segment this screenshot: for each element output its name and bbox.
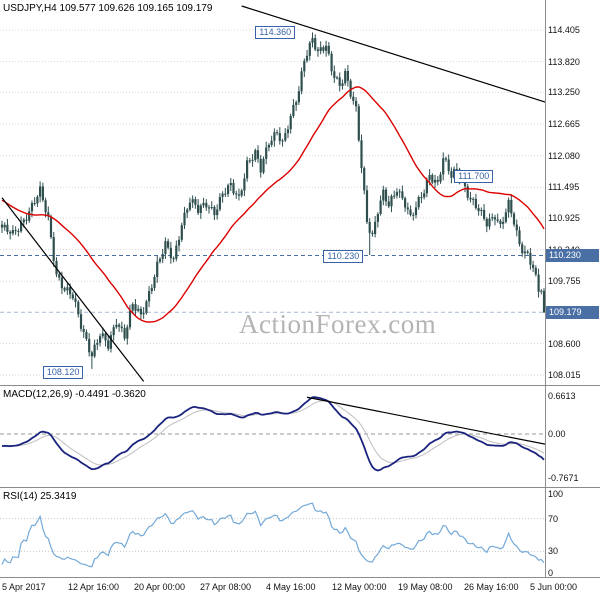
- price-trendline-2[interactable]: [1, 197, 145, 382]
- price-trendline-1[interactable]: [241, 5, 566, 109]
- macd-main-line: [1, 396, 545, 472]
- actionforex-watermark: ActionForex.com: [239, 309, 437, 339]
- macd-trendline[interactable]: [306, 396, 558, 446]
- macd-indicator-readout: MACD(12,26,9) -0.4491 -0.3620: [3, 389, 146, 400]
- rsi-line: [1, 502, 545, 568]
- moving-average-line: [1, 86, 545, 323]
- price-gridlines: [0, 29, 545, 376]
- macd-signal-line: [2, 400, 545, 466]
- panel-separators: [0, 0, 600, 578]
- rsi-indicator-readout: RSI(14) 25.3419: [3, 491, 77, 502]
- symbol-ohlc-readout: USDJPY,H4 109.577 109.626 109.165 109.17…: [3, 3, 213, 14]
- candles-group: [0, 32, 545, 369]
